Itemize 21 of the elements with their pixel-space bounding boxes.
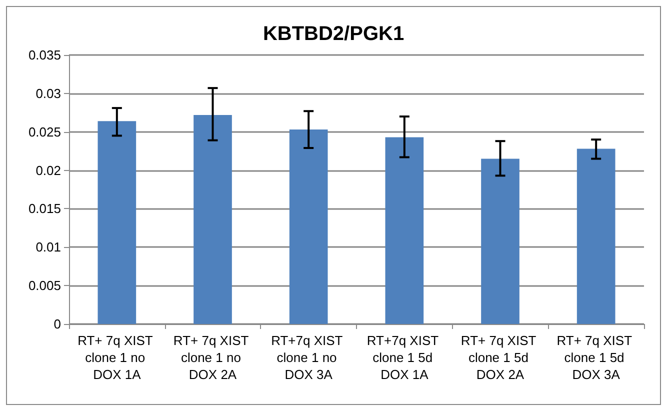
- bar: [289, 130, 328, 324]
- y-tick-label: 0.005: [28, 278, 61, 294]
- x-tick-label: RT+7q XIST clone 1 no DOX 3A: [271, 333, 346, 382]
- y-tick-label: 0.035: [28, 48, 61, 62]
- x-tick-label: RT+ 7q XIST clone 1 5d DOX 3A: [556, 333, 636, 382]
- x-tick-label: RT+ 7q XIST clone 1 no DOX 2A: [173, 333, 252, 382]
- y-tick-label: 0.01: [36, 240, 61, 255]
- y-tick-label: 0: [54, 316, 61, 332]
- y-tick-label: 0.015: [28, 201, 61, 216]
- y-tick-label: 0.02: [36, 162, 61, 178]
- bar: [98, 121, 136, 324]
- x-tick-label: RT+ 7q XIST clone 1 5d DOX 2A: [460, 333, 540, 382]
- chart-title: KBTBD2/PGK1: [262, 23, 404, 45]
- bar: [194, 114, 232, 324]
- bar: [481, 158, 520, 324]
- y-tick-label: 0.03: [36, 86, 61, 101]
- x-tick-label: RT+7q XIST clone 1 5d DOX 1A: [366, 333, 442, 382]
- x-tick-label: RT+ 7q XIST clone 1 no DOX 1A: [78, 333, 156, 382]
- bar: [576, 148, 616, 324]
- bar: [385, 137, 424, 324]
- y-tick-label: 0.025: [28, 124, 61, 140]
